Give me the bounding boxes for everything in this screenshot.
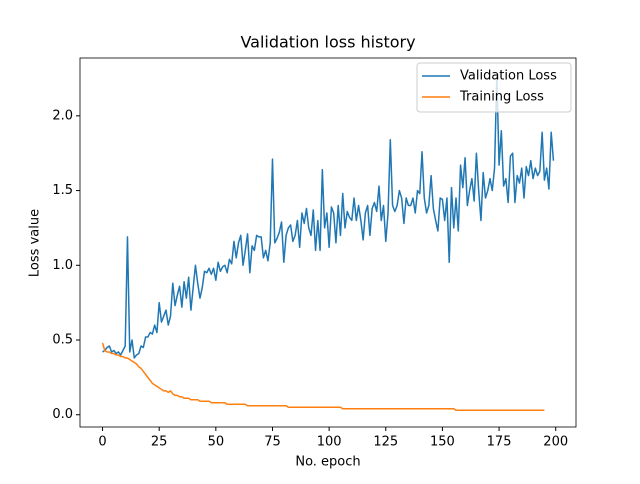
x-tick-label: 75 [264, 435, 281, 450]
legend-label: Training Loss [459, 90, 544, 105]
y-tick-label: 1.5 [52, 183, 73, 198]
plot-frame [79, 57, 577, 428]
y-tick-label: 0.0 [52, 407, 73, 422]
chart-title: Validation loss history [240, 33, 415, 52]
x-tick-label: 0 [98, 435, 106, 450]
y-tick-label: 1.0 [52, 258, 73, 273]
legend-label: Validation Loss [460, 69, 557, 84]
y-axis-label: Loss value [28, 209, 43, 277]
series-line [101, 342, 545, 412]
x-tick-label: 125 [373, 435, 398, 450]
y-tick-label: 0.5 [52, 333, 73, 348]
x-axis-label: No. epoch [295, 455, 360, 470]
x-tick-label: 100 [317, 435, 342, 450]
legend-box [416, 62, 572, 113]
series-line [102, 74, 555, 359]
x-tick-label: 25 [151, 435, 168, 450]
x-tick-label: 50 [208, 435, 225, 450]
x-tick-label: 200 [543, 435, 568, 450]
y-tick-label: 2.0 [52, 108, 73, 123]
x-tick-label: 150 [430, 435, 455, 450]
x-tick-label: 175 [487, 435, 512, 450]
